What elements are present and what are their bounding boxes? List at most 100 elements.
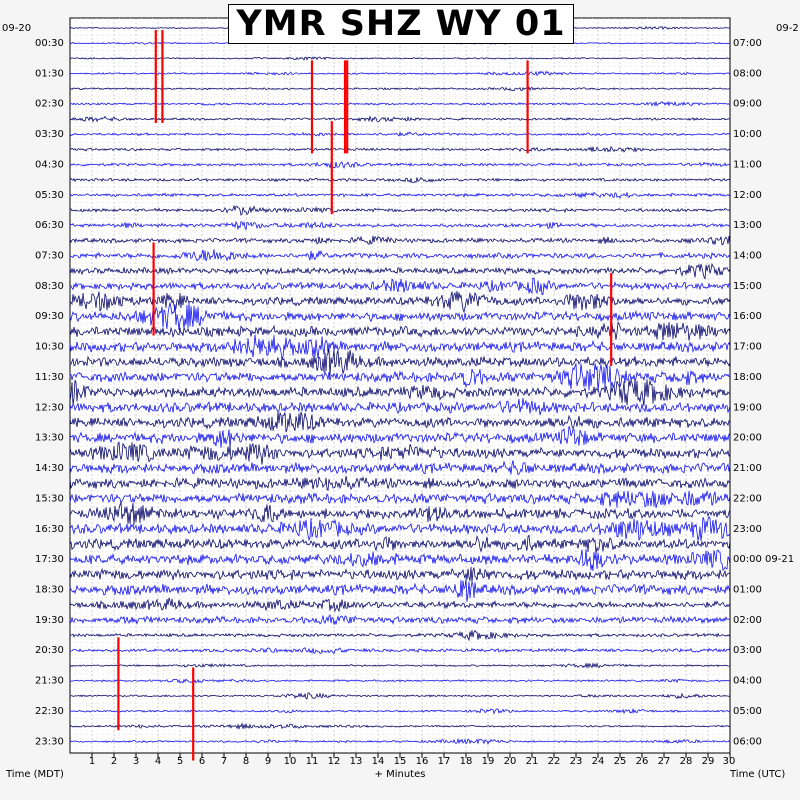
right-time-label: 20:00 <box>733 433 762 444</box>
seismic-trace <box>69 86 731 92</box>
x-tick-label: 30 <box>723 756 736 767</box>
left-time-label: 02:30 <box>35 99 64 110</box>
seismic-trace <box>69 460 731 476</box>
left-time-label: 10:30 <box>35 342 64 353</box>
seismic-trace <box>69 220 731 231</box>
x-tick-label: 26 <box>636 756 649 767</box>
right-time-label: 06:00 <box>733 736 762 747</box>
left-time-label: 18:30 <box>35 584 64 595</box>
right-time-label: 10:00 <box>733 129 762 140</box>
left-time-label: 09:30 <box>35 311 64 322</box>
ticks: 1 2 3 4 5 6 7 8 9 10 11 12 13 14 15 16 17 18 19 20 21 22 23 24 2… <box>35 38 794 767</box>
left-time-label: 16:30 <box>35 524 64 535</box>
seismic-trace <box>69 161 731 169</box>
seismic-trace <box>69 378 731 406</box>
seismic-trace <box>69 70 731 77</box>
x-tick-label: 6 <box>199 756 205 767</box>
x-tick-label: 24 <box>592 756 605 767</box>
x-tick-label: 17 <box>438 756 451 767</box>
x-tick-label: 9 <box>265 756 271 767</box>
right-time-label: 18:00 <box>733 372 762 383</box>
seismic-trace <box>69 566 731 583</box>
seismic-trace <box>69 578 731 602</box>
seismic-trace <box>69 277 731 296</box>
seismic-trace <box>69 411 731 433</box>
seismic-trace <box>69 647 731 655</box>
left-time-label: 20:30 <box>35 645 64 656</box>
seismic-trace <box>69 145 731 153</box>
x-tick-label: 10 <box>284 756 297 767</box>
seismic-trace <box>69 100 731 107</box>
right-time-label: 08:00 <box>733 68 762 79</box>
left-time-label: 13:30 <box>35 433 64 444</box>
x-tick-label: 13 <box>350 756 363 767</box>
clipped-events <box>117 30 613 761</box>
left-time-label: 11:30 <box>35 372 64 383</box>
right-date-label: 09-2 <box>776 23 799 34</box>
grid <box>70 18 730 753</box>
x-tick-label: 28 <box>680 756 693 767</box>
seismic-trace <box>69 334 731 360</box>
seismic-trace <box>69 678 731 684</box>
axis-labels: 09-20 09-2 Time (MDT) Time (UTC) + Minut… <box>2 23 799 780</box>
left-time-label: 05:30 <box>35 190 64 201</box>
seismic-trace <box>69 176 731 184</box>
right-time-label: 11:00 <box>733 159 762 170</box>
x-tick-label: 12 <box>328 756 341 767</box>
seismic-trace <box>69 290 731 314</box>
seismic-trace <box>69 348 731 376</box>
left-time-label: 00:30 <box>35 38 64 49</box>
seismic-trace <box>69 302 731 330</box>
left-time-label: 19:30 <box>35 615 64 626</box>
x-tick-label: 20 <box>504 756 517 767</box>
seismic-trace <box>69 56 731 61</box>
x-tick-label: 23 <box>570 756 583 767</box>
seismic-trace <box>69 235 731 246</box>
chart-title: YMR SHZ WY 01 <box>228 4 574 44</box>
x-tick-label: 16 <box>416 756 429 767</box>
left-date-label: 09-20 <box>2 23 31 34</box>
right-time-label: 07:00 <box>733 38 762 49</box>
seismic-trace <box>69 321 731 341</box>
left-time-label: 23:30 <box>35 736 64 747</box>
right-time-label: 03:00 <box>733 645 762 656</box>
seismic-trace <box>69 597 731 613</box>
seismic-trace <box>69 362 731 392</box>
seismic-trace <box>69 629 731 642</box>
seismic-trace <box>69 614 730 625</box>
seismic-trace <box>69 441 731 465</box>
seismic-trace <box>69 191 731 199</box>
x-tick-label: 25 <box>614 756 627 767</box>
x-tick-label: 27 <box>658 756 671 767</box>
right-time-label: 15:00 <box>733 281 762 292</box>
seismic-trace <box>69 662 731 669</box>
x-tick-label: 29 <box>702 756 715 767</box>
x-tick-label: 21 <box>526 756 539 767</box>
x-tick-label: 3 <box>133 756 139 767</box>
right-time-label: 02:00 <box>733 615 762 626</box>
left-axis-label: Time (MDT) <box>5 769 64 780</box>
seismic-trace <box>69 115 730 123</box>
seismic-trace <box>69 397 731 416</box>
right-time-label: 05:00 <box>733 706 762 717</box>
x-tick-label: 14 <box>372 756 385 767</box>
seismic-trace <box>69 475 731 492</box>
left-time-label: 06:30 <box>35 220 64 231</box>
left-time-label: 14:30 <box>35 463 64 474</box>
seismic-trace <box>69 737 731 745</box>
x-tick-label: 1 <box>89 756 95 767</box>
right-time-label: 04:00 <box>733 676 762 687</box>
right-axis-label: Time (UTC) <box>729 769 785 780</box>
x-tick-label: 11 <box>306 756 319 767</box>
left-time-label: 17:30 <box>35 554 64 565</box>
left-time-label: 04:30 <box>35 159 64 170</box>
seismic-trace <box>69 549 731 572</box>
seismic-trace <box>69 534 731 554</box>
seismic-trace <box>69 490 731 509</box>
x-tick-label: 18 <box>460 756 473 767</box>
right-time-label: 12:00 <box>733 190 762 201</box>
seismic-trace <box>69 249 731 262</box>
right-time-label: 16:00 <box>733 311 762 322</box>
left-time-label: 15:30 <box>35 493 64 504</box>
